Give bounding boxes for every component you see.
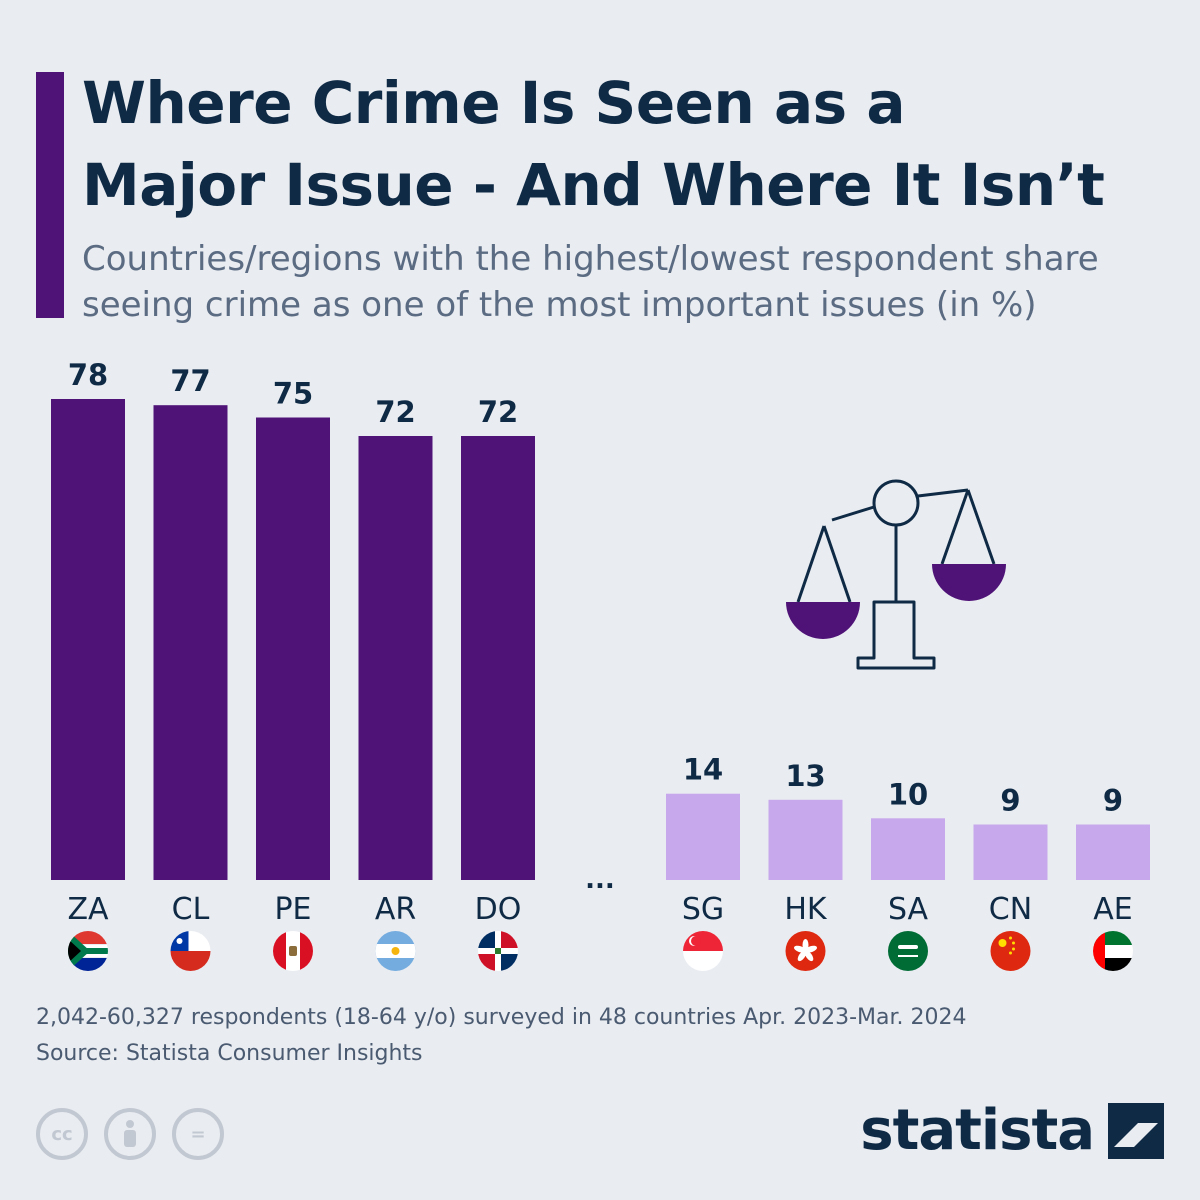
bar-ae: [1076, 824, 1150, 880]
south-africa-flag-icon: [68, 931, 108, 971]
dominican-republic-flag-icon: [478, 931, 518, 971]
saudi-arabia-flag-icon: [888, 931, 928, 971]
tick-label-sg: SG: [682, 892, 724, 927]
page-title: Where Crime Is Seen as a Major Issue - A…: [82, 62, 1182, 226]
statista-logo-icon: [1108, 1102, 1164, 1159]
tick-label-ae: AE: [1093, 892, 1132, 927]
cc-icon-text: cc: [51, 1123, 73, 1145]
bar-value-cl: 77: [170, 364, 210, 398]
title-line-1: Where Crime Is Seen as a: [82, 69, 905, 137]
license-icons: cc =: [36, 1108, 224, 1160]
flags-layer: [68, 931, 1133, 971]
bar-value-sg: 14: [683, 753, 723, 787]
title-accent-bar: [36, 72, 64, 318]
tick-label-cn: CN: [989, 892, 1032, 927]
title-line-2: Major Issue - And Where It Isn’t: [82, 151, 1105, 219]
subtitle-line-1: Countries/regions with the highest/lowes…: [82, 239, 1099, 279]
bar-value-sa: 10: [888, 777, 928, 811]
survey-note: 2,042-60,327 respondents (18-64 y/o) sur…: [36, 1005, 967, 1030]
person-icon: [124, 1120, 136, 1147]
china-flag-icon: [990, 931, 1031, 971]
statista-logo[interactable]: statista: [860, 1098, 1164, 1163]
attribution-icon[interactable]: [104, 1108, 156, 1160]
bar-sa: [871, 818, 945, 880]
tick-label-sa: SA: [888, 892, 929, 927]
bars-layer: [51, 399, 1150, 880]
bar-chart: 78 ZA 77 CL 75 PE 72 AR 72 DO 14 SG 13 HK 10 SA 9 CN 9 AE .…: [51, 358, 1150, 971]
bar-value-do: 72: [478, 395, 518, 429]
argentina-flag-icon: [375, 931, 416, 971]
uae-flag-icon: [1093, 931, 1133, 971]
bar-value-ae: 9: [1103, 784, 1123, 818]
bar-sg: [666, 793, 740, 880]
bar-pe: [256, 417, 330, 880]
tick-label-hk: HK: [784, 892, 828, 927]
no-derivatives-icon[interactable]: =: [172, 1108, 224, 1160]
footnote: 2,042-60,327 respondents (18-64 y/o) sur…: [36, 1000, 1156, 1072]
bar-value-ar: 72: [375, 395, 415, 429]
bar-cl: [153, 405, 228, 880]
source-note: Source: Statista Consumer Insights: [36, 1041, 423, 1066]
bar-cn: [973, 824, 1048, 880]
scales-of-justice-icon: [786, 479, 1006, 670]
tick-label-cl: CL: [172, 892, 210, 927]
bar-value-hk: 13: [785, 759, 825, 793]
chile-flag-icon: [170, 931, 211, 971]
bar-za: [51, 399, 125, 880]
hong-kong-flag-icon: [785, 931, 826, 971]
tick-label-za: ZA: [67, 892, 109, 927]
cc-icon[interactable]: cc: [36, 1108, 88, 1160]
subtitle-line-2: seeing crime as one of the most importan…: [82, 285, 1037, 325]
brand-name: statista: [860, 1098, 1095, 1163]
bar-ar: [358, 436, 433, 880]
bar-value-pe: 75: [273, 377, 313, 411]
tick-label-ar: AR: [375, 892, 416, 927]
tick-label-do: DO: [475, 892, 522, 927]
singapore-flag-icon: [683, 931, 723, 971]
nd-icon-text: =: [190, 1123, 206, 1145]
bar-value-cn: 9: [1000, 784, 1020, 818]
bar-hk: [768, 799, 843, 880]
bar-do: [461, 436, 535, 880]
tick-label-pe: PE: [274, 892, 311, 927]
gap-ellipsis: ...: [585, 865, 615, 895]
bar-value-za: 78: [68, 358, 108, 392]
peru-flag-icon: [273, 931, 313, 971]
page-subtitle: Countries/regions with the highest/lowes…: [82, 236, 1182, 328]
labels-layer: 78 ZA 77 CL 75 PE 72 AR 72 DO 14 SG 13 HK 10 SA 9 CN 9 AE: [67, 358, 1132, 927]
